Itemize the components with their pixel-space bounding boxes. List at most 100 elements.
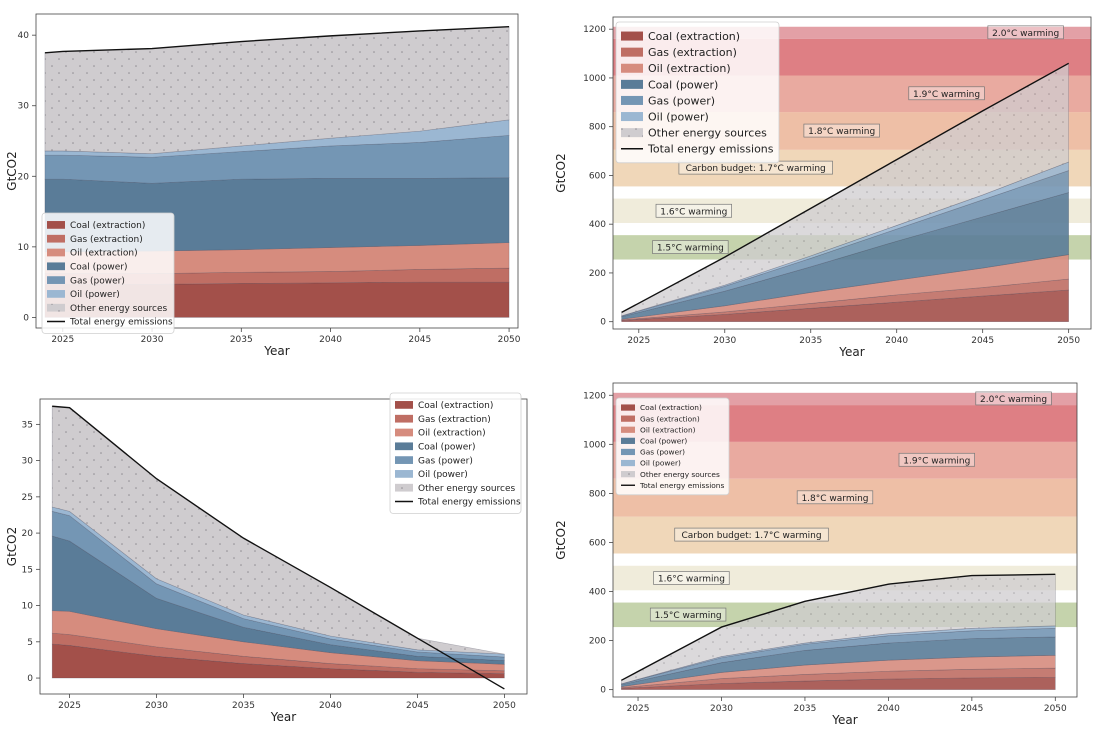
- legend-label: Oil (extraction): [70, 249, 138, 259]
- band-label-box: [655, 203, 732, 218]
- legend-swatch: [621, 437, 635, 444]
- x-tick-label: 2045: [960, 704, 983, 714]
- y-tick-label: 20: [22, 529, 34, 539]
- band-label-1-5-c-warming: 1.5°C warming: [652, 240, 729, 254]
- y-tick-label: 30: [18, 102, 30, 112]
- legend-swatch: [621, 426, 635, 433]
- area-coal-power: [621, 192, 1069, 320]
- total-emissions-line: [52, 405, 505, 690]
- legend-label: Gas (power): [418, 456, 473, 466]
- legend-label: Gas (extraction): [418, 415, 491, 425]
- area-oil-power: [621, 161, 1069, 317]
- legend-label: Gas (power): [640, 448, 685, 457]
- band-label-box: [652, 240, 729, 254]
- legend-entry-gas-power: Gas (power): [621, 448, 685, 457]
- legend-label: Gas (power): [70, 276, 125, 286]
- legend-label: Other energy sources: [418, 484, 516, 494]
- legend-label: Coal (extraction): [70, 221, 145, 231]
- legend-entry-oil-power: Oil (power): [621, 111, 709, 124]
- band-label-text: 1.6°C warming: [658, 575, 725, 585]
- band-label-text: 1.8°C warming: [808, 127, 875, 137]
- area-coal-extraction: [621, 677, 1056, 690]
- legend-entry-gas-extraction: Gas (extraction): [395, 414, 491, 425]
- legend-label: Coal (power): [70, 263, 128, 273]
- legend-label: Oil (power): [418, 470, 468, 480]
- legend-swatch: [47, 262, 65, 271]
- x-axis-label: Year: [263, 344, 289, 358]
- area-gas-extraction: [51, 632, 505, 675]
- legend-entry-coal-power: Coal (power): [395, 442, 476, 453]
- legend-entry-gas-extraction: Gas (extraction): [621, 414, 700, 423]
- legend-label: Oil (extraction): [640, 425, 696, 434]
- legend-swatch: [621, 471, 635, 478]
- y-tick-label: 0: [23, 313, 29, 323]
- legend-swatch: [621, 128, 643, 138]
- x-tick-label: 2050: [1057, 336, 1080, 346]
- total-emissions-line: [44, 26, 510, 54]
- y-tick-label: 0: [600, 686, 606, 696]
- legend-entry-total-energy-emissions: Total energy emissions: [47, 318, 173, 328]
- legend-swatch: [621, 404, 635, 411]
- chart-top-right: 1.5°C warming 1.6°C warming Carbon budget:…: [549, 0, 1099, 360]
- legend-box: [615, 397, 730, 496]
- legend-label: Total energy emissions: [69, 318, 173, 328]
- band-label-text: Carbon budget: 1.7°C warming: [686, 164, 826, 174]
- legend-label: Gas (extraction): [640, 414, 700, 423]
- legend-swatch: [47, 234, 65, 243]
- legend-label: Coal (extraction): [648, 30, 740, 43]
- legend-label: Coal (power): [640, 437, 687, 446]
- x-tick-label: 2035: [793, 704, 816, 714]
- band-label-2-0-c-warming: 2.0°C warming: [975, 391, 1052, 406]
- area-coal-power: [621, 636, 1056, 688]
- legend-label: Oil (extraction): [418, 429, 486, 439]
- band-label-1-8-c-warming: 1.8°C warming: [796, 490, 874, 505]
- x-tick-label: 2050: [493, 701, 516, 711]
- legend-swatch: [395, 414, 413, 423]
- legend-swatch: [47, 248, 65, 257]
- y-tick-label: 1000: [583, 440, 606, 450]
- legend-label: Other energy sources: [70, 304, 168, 314]
- y-tick-label: 600: [589, 538, 606, 548]
- legend: Coal (extraction) Gas (extraction) Oil (ex…: [615, 21, 780, 164]
- plot-area: [51, 405, 505, 690]
- chart-bottom-left: 2025 2030 2035 2040 2045 2050 0 5 10 15 20 25 30 35 Ye…: [0, 366, 540, 732]
- legend-swatch: [395, 428, 413, 437]
- legend: Coal (extraction) Gas (extraction) Oil (ex…: [615, 397, 730, 496]
- legend-entry-total-energy-emissions: Total energy emissions: [621, 143, 774, 156]
- band-label-box: [898, 452, 975, 467]
- legend-box: [615, 21, 780, 164]
- legend-label: Gas (extraction): [70, 235, 143, 245]
- x-tick-label: 2025: [58, 701, 81, 711]
- band-label-text: 1.5°C warming: [657, 244, 724, 254]
- x-tick-label: 2030: [141, 335, 164, 345]
- legend-label: Gas (power): [648, 94, 715, 107]
- legend-entry-coal-extraction: Coal (extraction): [621, 30, 740, 43]
- axes-frame: [612, 16, 1092, 330]
- x-tick-label: 2025: [51, 335, 74, 345]
- x-tick-label: 2050: [498, 335, 521, 345]
- legend-entry-gas-power: Gas (power): [47, 276, 125, 286]
- legend-swatch: [621, 47, 643, 57]
- legend-swatch: [47, 303, 65, 312]
- band-label-box: [649, 607, 727, 622]
- x-axis-label: Year: [270, 710, 296, 724]
- y-tick-label: 800: [589, 123, 606, 133]
- band-label-1-5-c-warming: 1.5°C warming: [649, 607, 727, 622]
- y-tick-label: 35: [22, 420, 33, 430]
- total-emissions-line: [621, 573, 1056, 681]
- x-tick-label: 2045: [408, 335, 431, 345]
- legend-entry-gas-power: Gas (power): [621, 94, 715, 107]
- y-tick-label: 1000: [583, 74, 606, 84]
- legend-entry-oil-extraction: Oil (extraction): [621, 425, 696, 434]
- legend-entry-oil-power: Oil (power): [47, 290, 120, 300]
- x-tick-label: 2025: [627, 704, 650, 714]
- legend-box: [389, 392, 522, 514]
- band-label-text: 1.9°C warming: [903, 456, 970, 466]
- y-tick-label: 400: [589, 588, 606, 598]
- x-tick-label: 2040: [319, 701, 342, 711]
- legend: Coal (extraction) Gas (extraction) Oil (ex…: [41, 212, 175, 334]
- legend-entry-total-energy-emissions: Total energy emissions: [395, 498, 521, 508]
- x-tick-label: 2025: [627, 336, 650, 346]
- y-tick-label: 10: [18, 243, 30, 253]
- legend-entry-coal-power: Coal (power): [621, 437, 687, 446]
